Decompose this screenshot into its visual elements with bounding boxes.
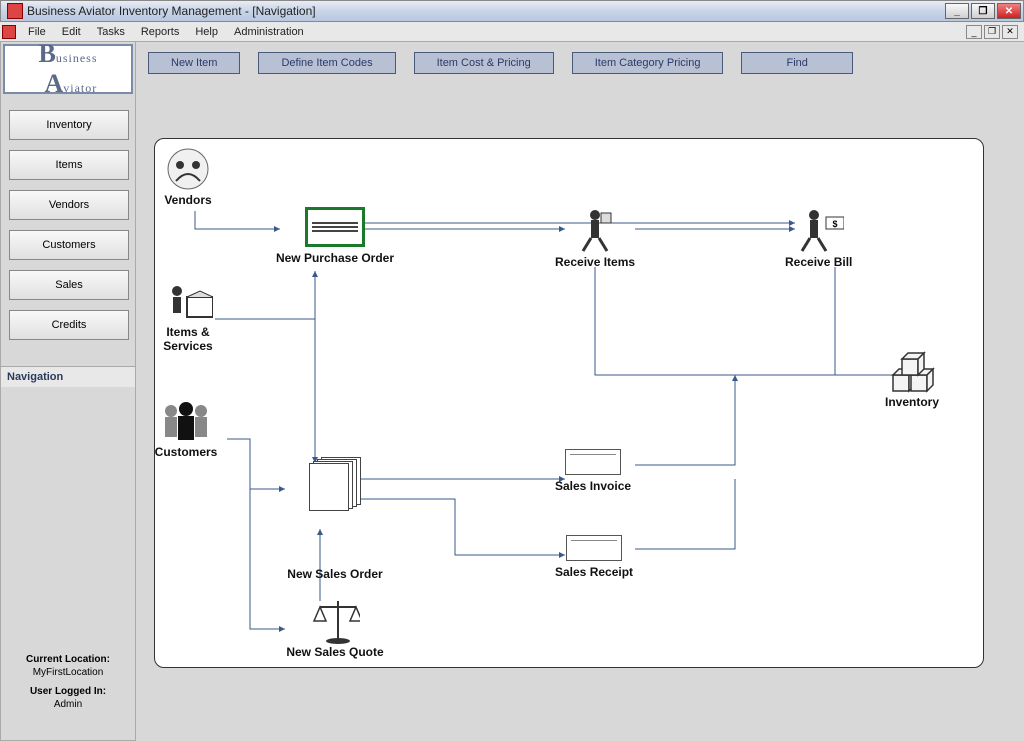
menu-reports[interactable]: Reports	[133, 24, 188, 40]
menu-administration[interactable]: Administration	[226, 24, 312, 40]
nav-vendors[interactable]: Vendors	[9, 190, 129, 220]
items-icon	[163, 279, 213, 323]
receive-items-icon	[570, 209, 620, 253]
customers-icon	[151, 399, 221, 443]
tb-define-item-codes[interactable]: Define Item Codes	[258, 52, 395, 74]
node-vendors[interactable]: Vendors	[163, 147, 213, 207]
tb-item-cost-pricing[interactable]: Item Cost & Pricing	[414, 52, 554, 74]
receive-bill-icon: $	[794, 209, 844, 253]
menu-file[interactable]: File	[20, 24, 54, 40]
close-button[interactable]: ✕	[997, 3, 1021, 19]
nav-section-header[interactable]: Navigation	[1, 366, 135, 387]
svg-text:$: $	[832, 219, 837, 229]
nav-inventory[interactable]: Inventory	[9, 110, 129, 140]
nav-customers[interactable]: Customers	[9, 230, 129, 260]
main-area: New Item Define Item Codes Item Cost & P…	[136, 42, 1024, 741]
tb-find[interactable]: Find	[741, 52, 852, 74]
window-titlebar: Business Aviator Inventory Management - …	[0, 0, 1024, 22]
mdi-restore-button[interactable]: ❐	[984, 25, 1000, 39]
node-new-sales-quote[interactable]: New Sales Quote	[265, 599, 405, 659]
sales-quote-icon	[310, 599, 360, 643]
menu-help[interactable]: Help	[187, 24, 226, 40]
doc-icon	[2, 25, 16, 39]
logo: Business Aviator	[3, 44, 133, 94]
nav-credits[interactable]: Credits	[9, 310, 129, 340]
toolbar: New Item Define Item Codes Item Cost & P…	[136, 42, 1024, 84]
user-logged-label: User Logged In:	[5, 686, 131, 697]
workflow-canvas: Vendors Items & Services	[154, 138, 984, 668]
node-items-services[interactable]: Items & Services	[163, 279, 213, 353]
node-inventory[interactable]: Inventory	[885, 349, 939, 409]
nav-button-group: Inventory Items Vendors Customers Sales …	[1, 96, 135, 354]
minimize-button[interactable]: _	[945, 3, 969, 19]
tb-new-item[interactable]: New Item	[148, 52, 240, 74]
purchase-order-icon	[305, 207, 365, 247]
menu-tasks[interactable]: Tasks	[89, 24, 133, 40]
status-area: Current Location: MyFirstLocation User L…	[1, 636, 135, 740]
node-sales-invoice[interactable]: Sales Invoice	[555, 449, 631, 493]
node-new-purchase-order[interactable]: New Purchase Order	[255, 207, 415, 265]
node-sales-receipt[interactable]: Sales Receipt	[555, 535, 633, 579]
current-location-value: MyFirstLocation	[5, 667, 131, 678]
vendors-icon	[163, 147, 213, 191]
inventory-icon	[887, 349, 937, 393]
sales-order-icon	[305, 457, 365, 511]
tb-item-category-pricing[interactable]: Item Category Pricing	[572, 52, 724, 74]
node-receive-bill[interactable]: $ Receive Bill	[785, 209, 852, 269]
left-panel: Business Aviator Inventory Items Vendors…	[0, 42, 136, 741]
user-logged-value: Admin	[5, 699, 131, 710]
maximize-button[interactable]: ❐	[971, 3, 995, 19]
current-location-label: Current Location:	[5, 654, 131, 665]
node-customers[interactable]: Customers	[151, 399, 221, 459]
node-receive-items[interactable]: Receive Items	[555, 209, 635, 269]
menu-bar: File Edit Tasks Reports Help Administrat…	[0, 22, 1024, 42]
sales-invoice-icon	[565, 449, 621, 475]
menu-edit[interactable]: Edit	[54, 24, 89, 40]
app-icon	[7, 3, 23, 19]
nav-items[interactable]: Items	[9, 150, 129, 180]
window-title: Business Aviator Inventory Management - …	[27, 4, 945, 18]
mdi-close-button[interactable]: ✕	[1002, 25, 1018, 39]
sales-receipt-icon	[566, 535, 622, 561]
node-new-sales-order[interactable]: New Sales Order	[265, 457, 405, 581]
mdi-minimize-button[interactable]: _	[966, 25, 982, 39]
nav-sales[interactable]: Sales	[9, 270, 129, 300]
